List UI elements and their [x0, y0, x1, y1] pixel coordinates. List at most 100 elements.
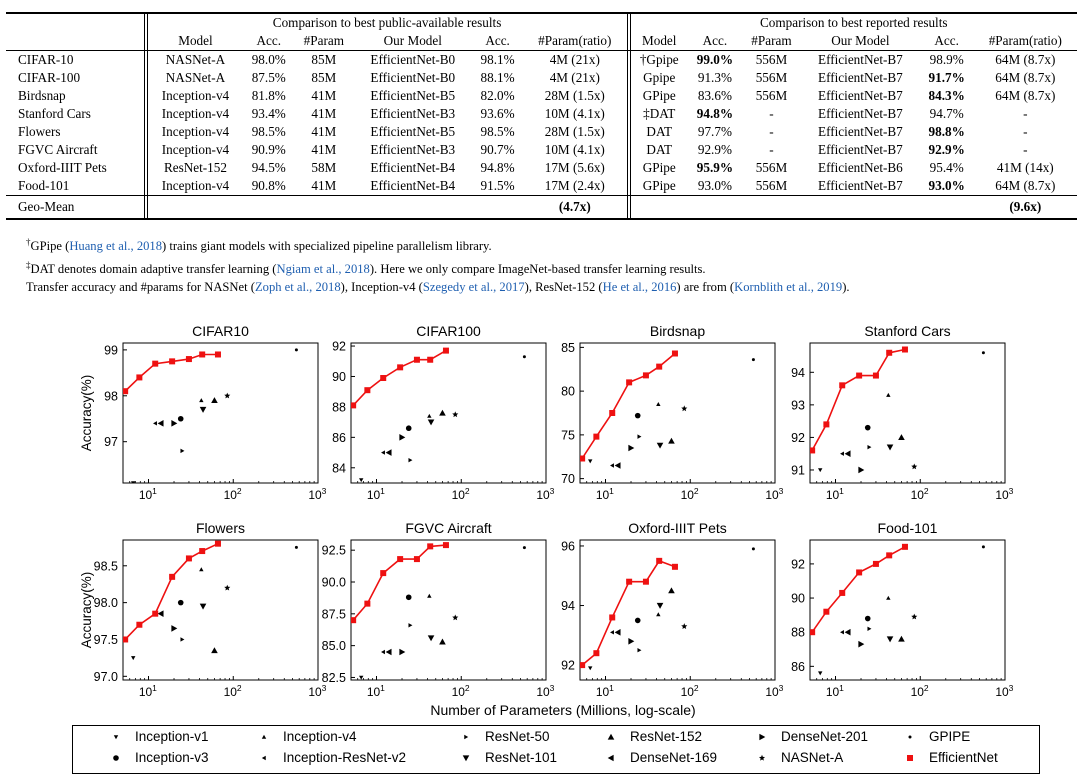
data-point-tri-left-big — [157, 610, 164, 617]
efficientnet-point — [185, 356, 192, 363]
efficientnet-line — [811, 546, 906, 633]
data-point-tri-down-big — [886, 444, 894, 451]
efficientnet-point — [856, 569, 863, 576]
x-axis-label: Number of Parameters (Millions, log-scal… — [430, 702, 695, 718]
legend-marker-icon — [758, 754, 766, 761]
geo-mean-label: Geo-Mean — [18, 199, 75, 214]
legend-item: Inception-ResNet-v2 — [259, 750, 406, 765]
data-point-tri-down — [359, 478, 364, 483]
plot-frame — [122, 539, 319, 681]
citation-link[interactable]: Szegedy et al., 2017 — [422, 280, 525, 295]
plot-frame — [809, 539, 1006, 681]
x-tick-label: 10 — [452, 488, 466, 502]
efficientnet-point — [609, 614, 616, 621]
table-cell: EfficientNet-B7 — [818, 88, 903, 103]
efficientnet-point — [397, 364, 404, 371]
plot-frame — [809, 342, 1006, 484]
table-cell: 90.8% — [251, 178, 286, 193]
geo-mean-row: Geo-Mean (4.7x) (9.6x) — [6, 196, 1077, 218]
y-tick-label: 88 — [332, 400, 346, 414]
table-cell: EfficientNet-B0 — [370, 52, 456, 67]
y-tick-label: 96 — [561, 539, 575, 553]
legend-label: ResNet-50 — [485, 729, 550, 744]
x-tick-label: 10 — [139, 488, 153, 502]
citation-link[interactable]: Zoph et al., 2018 — [254, 280, 341, 295]
legend-marker — [464, 734, 469, 739]
y-tick-label: 92 — [791, 557, 805, 571]
table-cell: ‡DAT — [643, 106, 676, 121]
table-cell: 95.9% — [696, 160, 734, 175]
y-tick-label: 92.5 — [322, 544, 346, 558]
table-cell: 88.1% — [480, 70, 515, 85]
x-tick-exponent: 3 — [1009, 683, 1014, 693]
data-point-star — [681, 405, 688, 412]
x-tick-label: 10 — [911, 488, 925, 502]
y-tick-label: 97.0 — [94, 670, 118, 684]
table-cell: 64M (8.7x) — [995, 88, 1056, 103]
y-tick-label: 82.5 — [322, 671, 346, 685]
table-cell: 17M (2.4x) — [544, 178, 605, 193]
table-cell: EfficientNet-B6 — [818, 160, 903, 175]
table-cell: 83.6% — [697, 88, 732, 103]
legend-item: ResNet-50 — [461, 729, 550, 744]
table-cell: 41M — [311, 178, 337, 193]
x-tick-label: 10 — [367, 685, 381, 699]
table-cell: - — [769, 124, 774, 139]
y-tick-label: 87.5 — [322, 607, 346, 621]
efficientnet-point — [364, 387, 371, 394]
table-cell: 10M (4.1x) — [544, 142, 605, 157]
col-header: Model — [642, 33, 677, 48]
col-header: Acc. — [485, 33, 510, 48]
citation-link[interactable]: Ngiam et al., 2018 — [276, 261, 370, 276]
efficientnet-point — [442, 542, 449, 549]
efficientnet-point — [656, 363, 663, 370]
table-cell: 556M — [755, 70, 788, 85]
x-tick-exponent: 2 — [694, 486, 699, 496]
table-row: Flowers Inception-v4 98.5% 41M EfficientNet-… — [6, 123, 1077, 141]
efficientnet-point — [442, 347, 449, 354]
x-tick-exponent: 3 — [322, 486, 327, 496]
legend-item: Inception-v1 — [111, 729, 209, 744]
efficientnet-point — [152, 360, 159, 367]
efficientnet-point — [823, 421, 830, 428]
data-point-tri-right — [408, 623, 413, 628]
table-row: Stanford Cars Inception-v4 93.4% 41M Efficie… — [6, 105, 1077, 123]
legend-label: ResNet-101 — [485, 750, 558, 765]
table-cell: 64M (8.7x) — [995, 178, 1056, 193]
y-tick-label: 98.5 — [94, 559, 118, 573]
table-cell: - — [769, 106, 774, 121]
table-cell: EfficientNet-B7 — [818, 178, 903, 193]
data-point-tri-down — [588, 459, 593, 464]
x-tick-exponent: 3 — [550, 486, 555, 496]
data-point-tri-up-big — [439, 638, 446, 645]
data-point-star — [911, 613, 918, 620]
data-point-tri-up-big — [211, 397, 218, 404]
y-tick-label: 86 — [791, 660, 805, 674]
table-cell: Gpipe — [643, 70, 676, 85]
citation-link[interactable]: Huang et al., 2018 — [69, 239, 163, 254]
table-cell: Inception-v4 — [161, 88, 230, 103]
table-cell: Oxford-IIIT Pets — [18, 160, 107, 175]
data-point-tri-up — [886, 392, 891, 397]
x-tick-label: 10 — [995, 488, 1009, 502]
x-tick-exponent: 1 — [152, 486, 157, 496]
col-header: Our Model — [383, 33, 442, 48]
efficientnet-point — [839, 382, 846, 389]
efficientnet-point — [886, 349, 893, 356]
data-point-tri-right-big — [399, 648, 406, 656]
y-tick-label: 99 — [104, 343, 118, 357]
y-tick-label: 97 — [104, 435, 118, 449]
legend-label: Inception-v4 — [283, 729, 357, 744]
table-cell: 556M — [755, 178, 788, 193]
y-tick-label: 86 — [332, 431, 346, 445]
data-point-tri-up — [199, 567, 204, 572]
citation-link[interactable]: Kornblith et al., 2019 — [734, 280, 843, 295]
y-tick-label: 90.0 — [322, 576, 346, 590]
geo-mean-left: (4.7x) — [558, 199, 591, 214]
col-header: Acc. — [934, 33, 959, 48]
table-cell: ResNet-152 — [163, 160, 227, 175]
efficientnet-point — [580, 455, 586, 462]
efficientnet-point — [856, 372, 863, 379]
table-cell: 93.0% — [697, 178, 732, 193]
citation-link[interactable]: He et al., 2016 — [602, 280, 677, 295]
